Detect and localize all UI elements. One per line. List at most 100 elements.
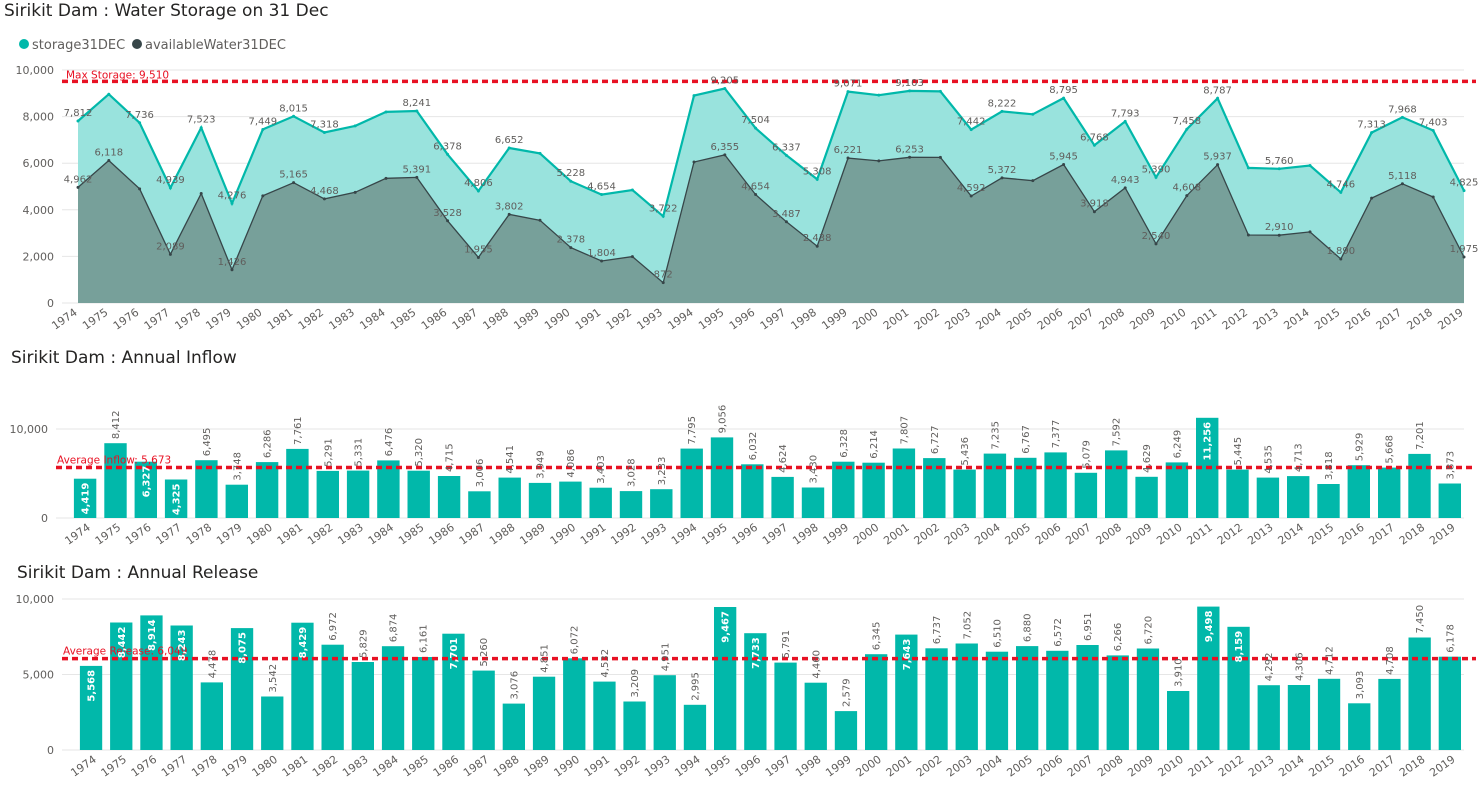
bar-1975[interactable]	[104, 443, 127, 518]
bar-1974[interactable]	[73, 478, 97, 518]
bar-2006[interactable]	[1046, 650, 1069, 750]
bar-2012[interactable]	[1226, 469, 1249, 518]
bar-1981[interactable]	[291, 622, 314, 750]
data-point-storage31DEC[interactable]	[76, 119, 80, 123]
bar-1992[interactable]	[623, 701, 646, 751]
data-point-storage31DEC[interactable]	[384, 110, 388, 114]
bar-1997[interactable]	[774, 662, 797, 750]
bar-1996[interactable]	[741, 464, 764, 518]
data-point-storage31DEC[interactable]	[538, 151, 542, 155]
bar-2000[interactable]	[865, 654, 888, 750]
data-point-storage31DEC[interactable]	[692, 94, 696, 98]
bar-2015[interactable]	[1317, 678, 1341, 750]
bar-2006[interactable]	[1044, 452, 1067, 518]
data-point-availableWater31DEC[interactable]	[1308, 230, 1312, 234]
bar-1990[interactable]	[559, 481, 582, 518]
data-point-availableWater31DEC[interactable]	[261, 194, 265, 198]
bar-1988[interactable]	[502, 703, 525, 750]
bar-2002[interactable]	[925, 648, 948, 750]
bar-2005[interactable]	[1014, 457, 1037, 518]
data-point-availableWater31DEC[interactable]	[476, 255, 480, 259]
data-point-storage31DEC[interactable]	[938, 89, 942, 93]
data-point-storage31DEC[interactable]	[415, 109, 419, 113]
data-point-availableWater31DEC[interactable]	[138, 187, 142, 191]
data-point-storage31DEC[interactable]	[661, 214, 665, 218]
data-point-storage31DEC[interactable]	[1092, 143, 1096, 147]
data-point-availableWater31DEC[interactable]	[1062, 162, 1066, 166]
data-point-storage31DEC[interactable]	[507, 146, 511, 150]
bar-1986[interactable]	[437, 476, 461, 518]
bar-2002[interactable]	[923, 458, 946, 518]
bar-1999[interactable]	[832, 461, 855, 518]
bar-1984[interactable]	[381, 646, 405, 750]
data-point-storage31DEC[interactable]	[1216, 96, 1220, 100]
data-point-availableWater31DEC[interactable]	[754, 193, 758, 197]
bar-1995[interactable]	[714, 607, 737, 750]
data-point-availableWater31DEC[interactable]	[230, 268, 234, 272]
data-point-availableWater31DEC[interactable]	[1000, 176, 1004, 180]
data-point-availableWater31DEC[interactable]	[877, 159, 881, 163]
bar-2001[interactable]	[895, 634, 918, 750]
bar-2013[interactable]	[1257, 685, 1280, 750]
bar-2011[interactable]	[1197, 606, 1220, 750]
data-point-availableWater31DEC[interactable]	[507, 212, 511, 216]
data-point-availableWater31DEC[interactable]	[1123, 186, 1127, 190]
data-point-storage31DEC[interactable]	[908, 89, 912, 93]
bar-1976[interactable]	[140, 615, 163, 750]
data-point-storage31DEC[interactable]	[261, 127, 265, 131]
bar-1998[interactable]	[804, 682, 827, 750]
data-point-storage31DEC[interactable]	[199, 126, 203, 130]
data-point-storage31DEC[interactable]	[138, 121, 142, 125]
data-point-storage31DEC[interactable]	[322, 130, 326, 134]
data-point-storage31DEC[interactable]	[1185, 127, 1189, 131]
data-point-availableWater31DEC[interactable]	[199, 191, 203, 195]
data-point-storage31DEC[interactable]	[1031, 112, 1035, 116]
bar-1983[interactable]	[346, 470, 370, 518]
bar-1994[interactable]	[683, 704, 707, 750]
bar-2016[interactable]	[1348, 703, 1371, 750]
data-point-storage31DEC[interactable]	[1308, 164, 1312, 168]
legend-label-availableWater31DEC[interactable]: availableWater31DEC	[145, 38, 286, 53]
data-point-availableWater31DEC[interactable]	[168, 252, 172, 256]
data-point-storage31DEC[interactable]	[877, 93, 881, 97]
bar-2013[interactable]	[1256, 477, 1280, 518]
bar-2004[interactable]	[983, 453, 1007, 518]
bar-1996[interactable]	[744, 633, 767, 750]
data-point-availableWater31DEC[interactable]	[1462, 255, 1466, 259]
bar-2014[interactable]	[1287, 685, 1311, 750]
data-point-availableWater31DEC[interactable]	[692, 160, 696, 164]
bar-2018[interactable]	[1408, 453, 1431, 518]
data-point-availableWater31DEC[interactable]	[1370, 196, 1374, 200]
bar-1991[interactable]	[593, 681, 616, 750]
data-point-availableWater31DEC[interactable]	[1400, 182, 1404, 186]
bar-2007[interactable]	[1076, 645, 1099, 750]
data-point-availableWater31DEC[interactable]	[322, 197, 326, 201]
bar-1997[interactable]	[771, 476, 794, 518]
data-point-storage31DEC[interactable]	[630, 188, 634, 192]
bar-1980[interactable]	[255, 462, 279, 518]
bar-1978[interactable]	[200, 682, 223, 750]
data-point-availableWater31DEC[interactable]	[723, 153, 727, 157]
data-point-availableWater31DEC[interactable]	[630, 255, 634, 259]
data-point-availableWater31DEC[interactable]	[600, 259, 604, 263]
data-point-storage31DEC[interactable]	[230, 201, 234, 205]
data-point-availableWater31DEC[interactable]	[569, 246, 573, 250]
data-point-storage31DEC[interactable]	[1370, 131, 1374, 135]
bar-1982[interactable]	[321, 644, 344, 750]
bar-2009[interactable]	[1135, 476, 1158, 518]
series-line-storage31DEC[interactable]	[77, 87, 1465, 219]
bar-1993[interactable]	[653, 675, 676, 750]
bar-2000[interactable]	[862, 462, 885, 518]
data-point-storage31DEC[interactable]	[476, 189, 480, 193]
data-point-availableWater31DEC[interactable]	[1092, 210, 1096, 214]
data-point-storage31DEC[interactable]	[723, 87, 727, 91]
bar-1988[interactable]	[498, 477, 521, 518]
data-point-availableWater31DEC[interactable]	[784, 220, 788, 224]
data-point-storage31DEC[interactable]	[1277, 167, 1281, 171]
data-point-availableWater31DEC[interactable]	[1339, 257, 1343, 261]
bar-2003[interactable]	[953, 469, 976, 518]
inflow-chart[interactable]: Sirikit Dam : Annual Inflow 0 10,000 Averag…	[10, 348, 1477, 548]
data-point-storage31DEC[interactable]	[1123, 119, 1127, 123]
data-point-storage31DEC[interactable]	[1062, 96, 1066, 100]
data-point-availableWater31DEC[interactable]	[815, 244, 819, 248]
